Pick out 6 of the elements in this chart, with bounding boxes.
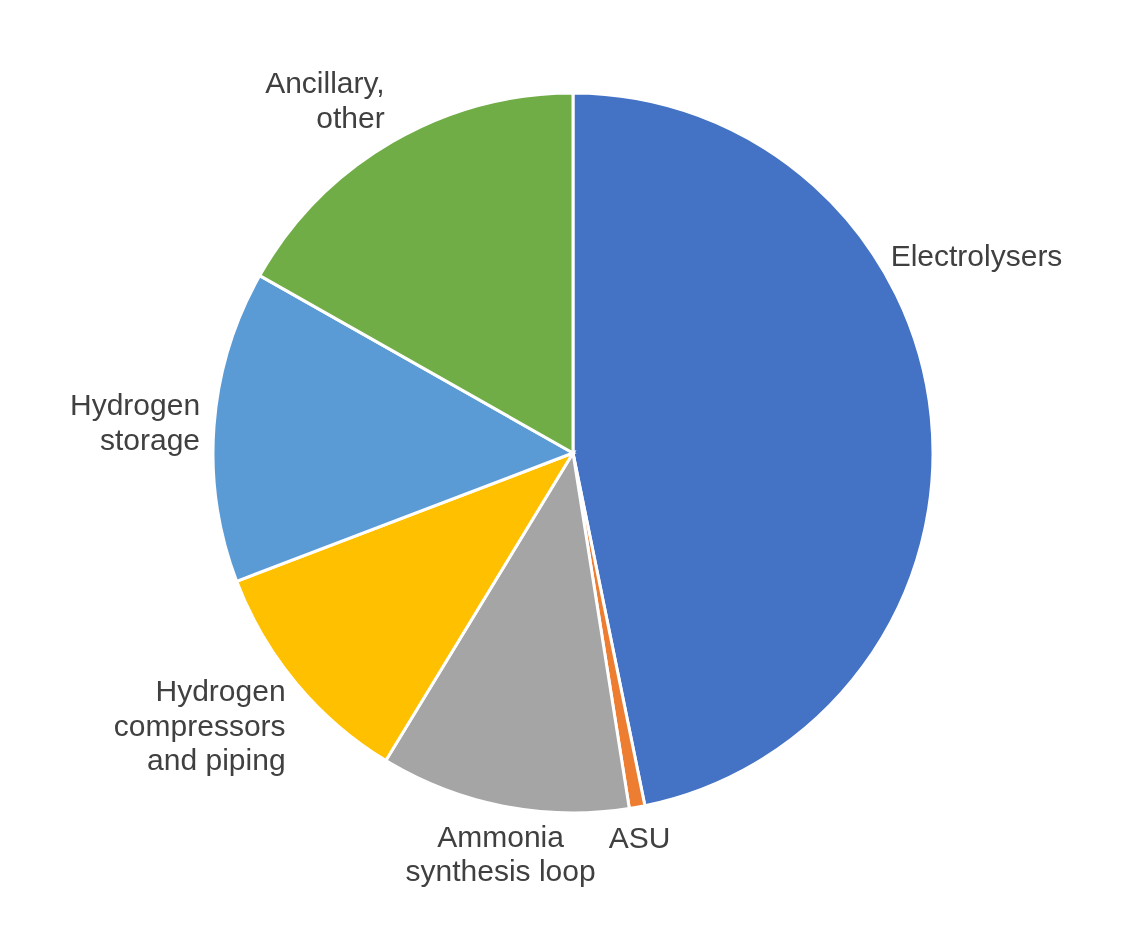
slice-label: Ammonia synthesis loop: [405, 819, 596, 888]
slice-label: Ancillary, other: [265, 66, 385, 134]
slice-label: Hydrogen compressors and piping: [113, 674, 286, 777]
slice-label: Hydrogen storage: [69, 388, 201, 456]
slice-label: ASU: [608, 821, 671, 855]
slice-label: Electrolysers: [890, 238, 1063, 272]
